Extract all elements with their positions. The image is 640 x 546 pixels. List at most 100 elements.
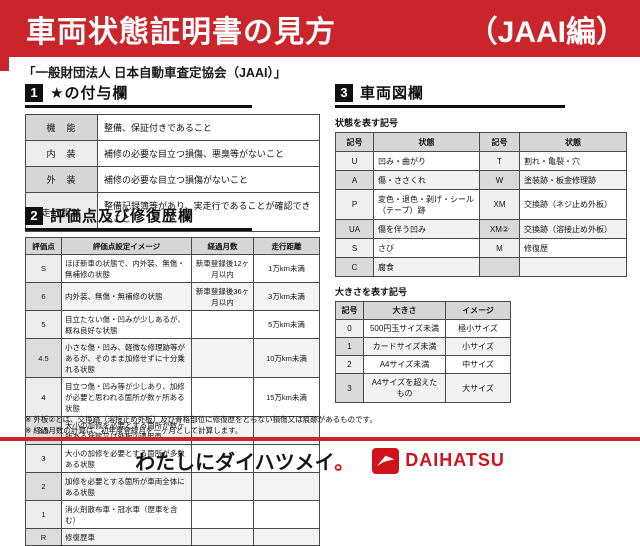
section3-number-badge: 3 (335, 83, 353, 102)
table-row: R 修復歴車 (25, 528, 320, 546)
section1-number-badge: 1 (25, 83, 43, 102)
table-row: 1 消火剤散布車・冠水車（歴車を含む） (25, 500, 320, 529)
evaluation-score-cell: R (25, 528, 62, 546)
symbol-cell: T (479, 151, 520, 171)
symbol-cell: 0 (335, 319, 364, 338)
state-cell: 交換跡（溶接止め外板） (519, 219, 627, 239)
table-row: 3 大小の加修を必要とする箇所が多数ある状態 (25, 444, 320, 473)
evaluation-description-cell: 目立つ傷・凹み等が少しあり、加修が必要と思われる箇所が数ヶ所ある状態 (61, 377, 192, 417)
image-cell: 中サイズ (445, 355, 511, 374)
evaluation-description-cell: 目立たない傷・凹みが少しあるが、概ね良好な状態 (61, 310, 192, 339)
item-description-cell: 補修の必要な目立つ損傷がないこと (97, 166, 320, 193)
section1-heading: 1 ★の付与欄 (25, 82, 252, 108)
item-label-cell: 外 装 (25, 166, 98, 193)
table-row: 機 能整備、保証付きであること (25, 114, 320, 141)
size-symbols-table: 記号 大きさ イメージ 0 500円玉サイズ未満 極小サイズ 1 カードサイズ未満 小サイズ 2… (335, 301, 511, 403)
section3-title: 車両図欄 (360, 85, 425, 102)
evaluation-description-cell: 小さな傷・凹み、軽微な修理跡等があるが、そのまま加修せずに十分乗れる状態 (61, 338, 192, 378)
item-label-cell: 機 能 (25, 114, 98, 141)
state-cell: 塗装跡・板金修理跡 (519, 170, 627, 190)
column-header: 大きさ (363, 301, 446, 320)
item-label-cell: 内 装 (25, 140, 98, 167)
elapsed-months-cell: 新車登録後12ヶ月以内 (191, 254, 254, 283)
header-left-tab (0, 57, 9, 71)
evaluation-score-cell: 4.5 (25, 338, 62, 378)
symbol-cell: UA (335, 219, 374, 239)
table-row: 4 目立つ傷・凹み等が少しあり、加修が必要と思われる箇所が数ヶ所ある状態 15万km… (25, 377, 320, 417)
symbol-cell: C (335, 257, 374, 277)
evaluation-description-cell: 消火剤散布車・冠水車（歴車を含む） (61, 500, 192, 529)
section-vehicle-diagram: 3 車両図欄 状態を表す記号 記号 状態 記号 状態 U 凹み・曲がり T 割れ・亀裂・穴 A… (335, 82, 627, 403)
image-cell: 小サイズ (445, 337, 511, 356)
evaluation-score-cell: 6 (25, 282, 62, 311)
item-description-cell: 補修の必要な目立つ損傷、悪臭等がないこと (97, 140, 320, 167)
daihatsu-slogan: わたしにダイハツメイ。 (135, 446, 354, 475)
column-header: 記号 (335, 301, 364, 320)
size-cell: A4サイズ未満 (363, 355, 446, 374)
page-edition: （JAAI編） (467, 15, 626, 49)
table-row: P 変色・退色・剥げ・シール（テープ）跡 XM 交換跡（ネジ止め外板） (335, 189, 627, 220)
table-row: U 凹み・曲がり T 割れ・亀裂・穴 (335, 151, 627, 171)
symbol-cell: 3 (335, 373, 364, 403)
table-row: 3 A4サイズを超えたもの 大サイズ (335, 373, 511, 403)
elapsed-months-cell (191, 500, 254, 529)
image-cell: 大サイズ (445, 373, 511, 403)
footnotes: ※ 外板②とは、交換跡（溶接止め外板）及び骨格部位に修復歴をとらない損傷又は痕跡… (25, 414, 377, 437)
item-description-cell: 整備記録簿等があり、実走行であることが確認できること (97, 192, 320, 232)
column-header: イメージ (445, 301, 511, 320)
symbol-cell: XM② (479, 219, 520, 239)
state-cell: 腐食 (373, 257, 480, 277)
evaluation-description-cell: 修復歴車 (61, 528, 192, 546)
symbol-cell: M (479, 238, 520, 258)
elapsed-months-cell (191, 377, 254, 417)
table-row: 2 A4サイズ未満 中サイズ (335, 355, 511, 374)
size-symbols-header-row: 記号 大きさ イメージ (335, 301, 511, 320)
elapsed-months-cell: 新車登録後36ヶ月以内 (191, 282, 254, 311)
daihatsu-mark-icon (372, 447, 400, 474)
size-symbols-caption: 大きさを表す記号 (335, 287, 408, 297)
column-header: 記号 (479, 132, 520, 152)
bottom-divider (0, 437, 640, 441)
symbol-cell: A (335, 170, 374, 190)
symbol-cell: XM (479, 189, 520, 220)
state-cell: 修復歴 (519, 238, 627, 258)
table-row: 0 500円玉サイズ未満 極小サイズ (335, 319, 511, 338)
table-row: C 腐食 (335, 257, 627, 277)
mileage-cell: 10万km未満 (253, 338, 320, 378)
state-cell: さび (373, 238, 480, 258)
table-row: 4.5 小さな傷・凹み、軽微な修理跡等があるが、そのまま加修せずに十分乗れる状態 1… (25, 338, 320, 378)
symbol-cell (479, 257, 520, 277)
table-row: 外 装補修の必要な目立つ損傷がないこと (25, 166, 320, 193)
section2-number-badge: 2 (25, 206, 43, 225)
mileage-cell: 15万km未満 (253, 377, 320, 417)
section3-heading: 3 車両図欄 (335, 82, 565, 108)
daihatsu-logo: DAIHATSU (372, 447, 505, 474)
state-cell: 凹み・曲がり (373, 151, 480, 171)
table-row: UA 傷を伴う凹み XM② 交換跡（溶接止め外板） (335, 219, 627, 239)
table-row: 内 装補修の必要な目立つ損傷、悪臭等がないこと (25, 140, 320, 167)
table-row: 6 内外装、無傷・無補修の状態 新車登録後36ヶ月以内 3万km未満 (25, 282, 320, 311)
association-subtitle: 「一般財団法人 日本自動車査定協会（JAAI）」 (23, 66, 287, 80)
evaluation-score-cell: 5 (25, 310, 62, 339)
column-header: 評価点 (25, 237, 62, 255)
size-cell: A4サイズを超えたもの (363, 373, 446, 403)
state-symbols-caption: 状態を表す記号 (335, 118, 399, 128)
state-cell: 傷を伴う凹み (373, 219, 480, 239)
evaluation-table: 評価点 評価点設定イメージ 経過月数 走行距離 S ほぼ新車の状態で、内外装、無傷・無補… (25, 237, 320, 546)
table-row: 1 カードサイズ未満 小サイズ (335, 337, 511, 356)
evaluation-score-cell: 1 (25, 500, 62, 529)
section2-title: 評価点及び修復歴欄 (50, 208, 195, 225)
daihatsu-wordmark: DAIHATSU (405, 450, 505, 470)
symbol-cell: P (335, 189, 374, 220)
footnote-line: ※ 外板②とは、交換跡（溶接止め外板）及び骨格部位に修復歴をとらない損傷又は痕跡… (25, 415, 377, 424)
column-header: 状態 (373, 132, 480, 152)
state-symbols-header-row: 記号 状態 記号 状態 (335, 132, 627, 152)
evaluation-score-cell: 4 (25, 377, 62, 417)
mileage-cell (253, 500, 320, 529)
table-row: S ほぼ新車の状態で、内外装、無傷・無補修の状態 新車登録後12ヶ月以内 1万km未満 (25, 254, 320, 283)
size-cell: カードサイズ未満 (363, 337, 446, 356)
state-symbols-table: 記号 状態 記号 状態 U 凹み・曲がり T 割れ・亀裂・穴 A 傷・ささくれ W 塗装跡・板金修理… (335, 132, 627, 277)
section-star-award: 1 ★の付与欄 機 能整備、保証付きであること内 装補修の必要な目立つ損傷、悪臭… (25, 82, 320, 232)
state-cell: 交換跡（ネジ止め外板） (519, 189, 627, 220)
mileage-cell (253, 528, 320, 546)
